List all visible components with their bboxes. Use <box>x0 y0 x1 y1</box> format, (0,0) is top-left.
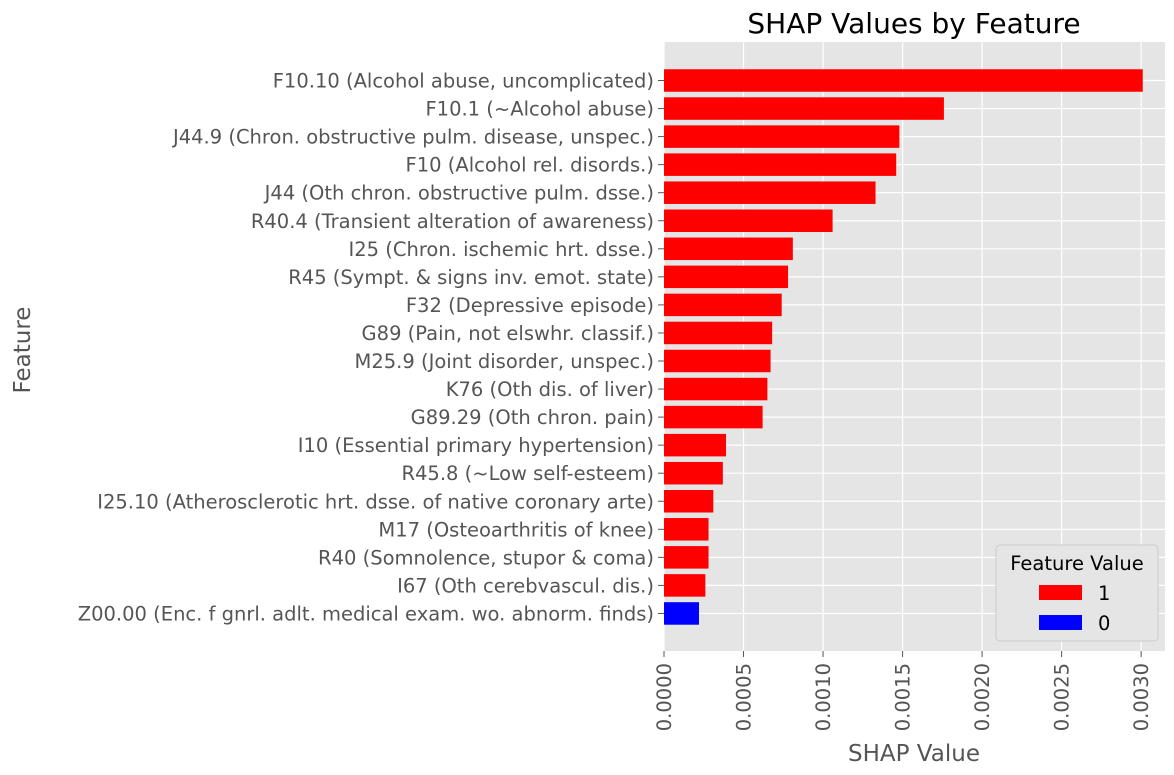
bar <box>664 461 723 485</box>
legend-label-0: 0 <box>1098 612 1110 635</box>
bar <box>664 405 763 429</box>
y-tick-label: I25 (Chron. ischemic hrt. dsse.) <box>348 238 654 261</box>
bar <box>664 293 782 317</box>
x-tick-label: 0.0005 <box>733 663 756 731</box>
bar <box>664 321 773 345</box>
y-tick-label: F10.1 (~Alcohol abuse) <box>425 98 654 121</box>
x-tick-label: 0.0010 <box>812 663 835 731</box>
bar <box>664 518 709 541</box>
y-tick-label: R45 (Sympt. & signs inv. emot. state) <box>288 266 654 289</box>
y-tick-label: R45.8 (~Low self-esteem) <box>401 462 654 485</box>
y-tick-label: F32 (Depressive episode) <box>406 294 654 317</box>
x-tick-label: 0.0000 <box>653 663 676 731</box>
bar <box>664 153 897 176</box>
legend-label-1: 1 <box>1098 582 1110 605</box>
x-tick-label: 0.0025 <box>1051 663 1074 731</box>
x-tick-labels: 0.0000 0.0005 0.0010 0.0015 0.0020 0.0025 0.00… <box>653 663 1153 731</box>
y-tick-label: R40.4 (Transient alteration of awareness… <box>251 210 654 233</box>
bars <box>664 69 1143 625</box>
y-tick-label: K76 (Oth dis. of liver) <box>446 378 654 401</box>
bar <box>664 125 900 148</box>
y-tick-labels: F10.10 (Alcohol abuse, uncomplicated) F10… <box>78 70 654 626</box>
bar <box>664 377 768 401</box>
bar <box>664 602 699 625</box>
y-tick-label: R40 (Somnolence, stupor & coma) <box>318 546 654 569</box>
legend-title: Feature Value <box>1010 552 1143 575</box>
y-tick-label: G89.29 (Oth chron. pain) <box>411 406 654 429</box>
bar <box>664 181 876 204</box>
y-tick-label: I10 (Essential primary hypertension) <box>298 434 654 457</box>
bar <box>664 349 771 373</box>
legend-swatch-0 <box>1039 615 1082 630</box>
x-tick-label: 0.0030 <box>1130 663 1153 731</box>
legend-swatch-1 <box>1039 585 1082 600</box>
y-tick-label: J44 (Oth chron. obstructive pulm. dsse.) <box>263 182 654 205</box>
y-tick-label: M17 (Osteoarthritis of knee) <box>378 518 654 541</box>
x-tick-label: 0.0015 <box>892 663 915 731</box>
bar <box>664 209 833 232</box>
bar <box>664 546 709 569</box>
chart-title: SHAP Values by Feature <box>747 7 1080 40</box>
x-tick-label: 0.0020 <box>971 663 994 731</box>
y-tick-label: G89 (Pain, not elswhr. classif.) <box>362 322 654 345</box>
y-tick-label: Z00.00 (Enc. f gnrl. adlt. medical exam.… <box>78 602 654 625</box>
y-tick-label: F10 (Alcohol rel. disords.) <box>406 154 654 177</box>
y-tick-label: I67 (Oth cerebvascul. dis.) <box>397 574 654 597</box>
y-axis-label: Feature <box>10 307 36 394</box>
bar <box>664 265 789 289</box>
bar <box>664 237 793 261</box>
bar <box>664 574 706 597</box>
y-tick-label: F10.10 (Alcohol abuse, uncomplicated) <box>273 70 654 93</box>
legend: Feature Value 1 0 <box>995 544 1159 642</box>
y-tick-label: M25.9 (Joint disorder, unspec.) <box>355 350 654 373</box>
bar <box>664 97 944 120</box>
y-tick-label: J44.9 (Chron. obstructive pulm. disease,… <box>171 126 654 149</box>
y-tick-label: I25.10 (Atherosclerotic hrt. dsse. of na… <box>97 490 654 513</box>
x-axis-label: SHAP Value <box>848 741 980 767</box>
bar <box>664 433 727 457</box>
bar <box>664 69 1143 92</box>
bar <box>664 490 714 513</box>
